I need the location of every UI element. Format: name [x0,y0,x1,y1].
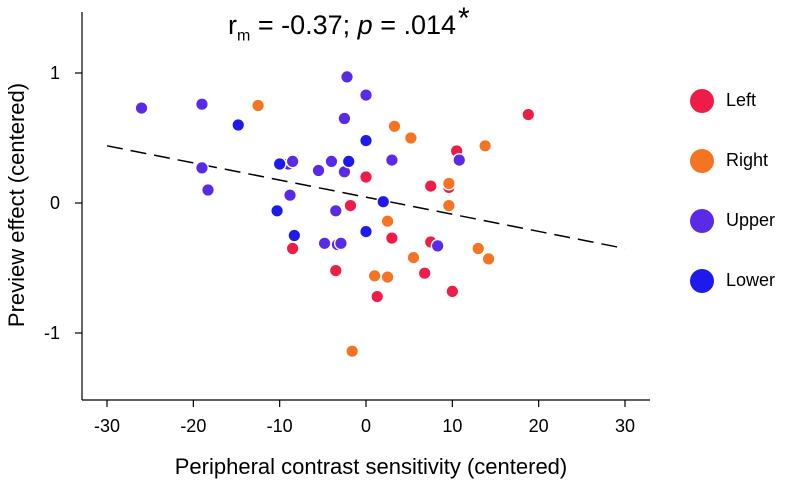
x-tick-label: 10 [442,416,462,436]
data-point-upper [430,238,445,253]
legend-label-left: Left [726,90,757,110]
fit-line-group [106,145,626,250]
data-point-upper [328,203,343,218]
data-point-lower [359,224,374,239]
data-point-upper [283,188,298,203]
legend-item-upper: Upper [690,206,796,236]
data-point-upper [194,97,209,112]
x-tick-label: -30 [94,416,120,436]
data-point-upper [359,88,374,103]
data-point-lower [341,154,356,169]
data-point-upper [194,160,209,175]
data-point-right [387,119,402,134]
data-point-right [481,251,496,266]
title-p-letter: p [357,10,373,40]
series-left [285,107,536,304]
data-point-upper [340,69,355,84]
x-tick-label: -20 [180,416,206,436]
data-points [134,69,536,359]
data-point-right [441,176,456,191]
y-tick-label: 1 [50,63,60,83]
data-point-right [380,214,395,229]
data-point-lower [270,203,285,218]
data-point-upper [317,236,332,251]
data-point-right [478,138,493,153]
data-point-upper [452,153,467,168]
axes: -30 -20 -10 0 10 20 30-101 [44,12,650,436]
data-point-upper [333,236,348,251]
data-point-left [445,284,460,299]
data-point-right [441,198,456,213]
x-axis-label: Peripheral contrast sensitivity (centere… [175,454,568,479]
legend-label-right: Right [726,150,769,170]
data-point-left [384,231,399,246]
title-p-value: = .014 [372,10,457,40]
data-point-right [380,270,395,285]
y-tick-label: 0 [50,193,60,213]
data-point-upper [285,154,300,169]
data-point-right [406,250,421,265]
x-tick-label: 0 [361,416,371,436]
y-axis-label: Preview effect (centered) [4,83,29,327]
data-point-right [367,268,382,283]
data-point-left [285,241,300,256]
legend-item-right: Right [690,146,796,176]
data-point-right [345,344,360,359]
title-r-subscript: m [237,27,251,45]
legend-swatch-right [690,149,714,173]
data-point-left [359,169,374,184]
data-point-right [471,241,486,256]
data-point-upper [201,182,216,197]
significance-star: * [458,2,470,35]
data-point-upper [384,153,399,168]
title-r-value: = -0.37; [250,10,358,40]
legend-item-lower: Lower [690,266,796,296]
data-point-lower [287,228,302,243]
legend-label-lower: Lower [726,270,776,290]
data-point-upper [324,154,339,169]
series-right [251,98,496,359]
data-point-lower [231,117,246,132]
x-tick-label: 20 [529,416,549,436]
title-r: r [228,10,237,40]
data-point-left [521,107,536,122]
data-point-left [417,266,432,281]
fit-line [106,145,626,250]
legend-swatch-lower [690,269,714,293]
data-point-right [403,130,418,145]
data-point-upper [134,101,149,116]
legend-item-left: Left [690,86,796,116]
data-point-upper [337,111,352,126]
data-point-right [251,98,266,113]
legend-label-upper: Upper [726,210,776,230]
legend-swatch-upper [690,209,714,233]
data-point-left [328,263,343,278]
data-point-left [423,179,438,194]
data-point-lower [359,133,374,148]
data-point-lower [272,156,287,171]
y-tick-label: -1 [44,323,60,343]
data-point-upper [311,163,326,178]
data-point-left [343,198,358,213]
chart-title: rm = -0.37; p = .014* [228,2,470,45]
series-lower [231,117,391,243]
data-point-lower [376,194,391,209]
data-point-left [370,289,385,304]
x-tick-label: 30 [615,416,635,436]
legend-swatch-left [690,89,714,113]
x-tick-label: -10 [267,416,293,436]
